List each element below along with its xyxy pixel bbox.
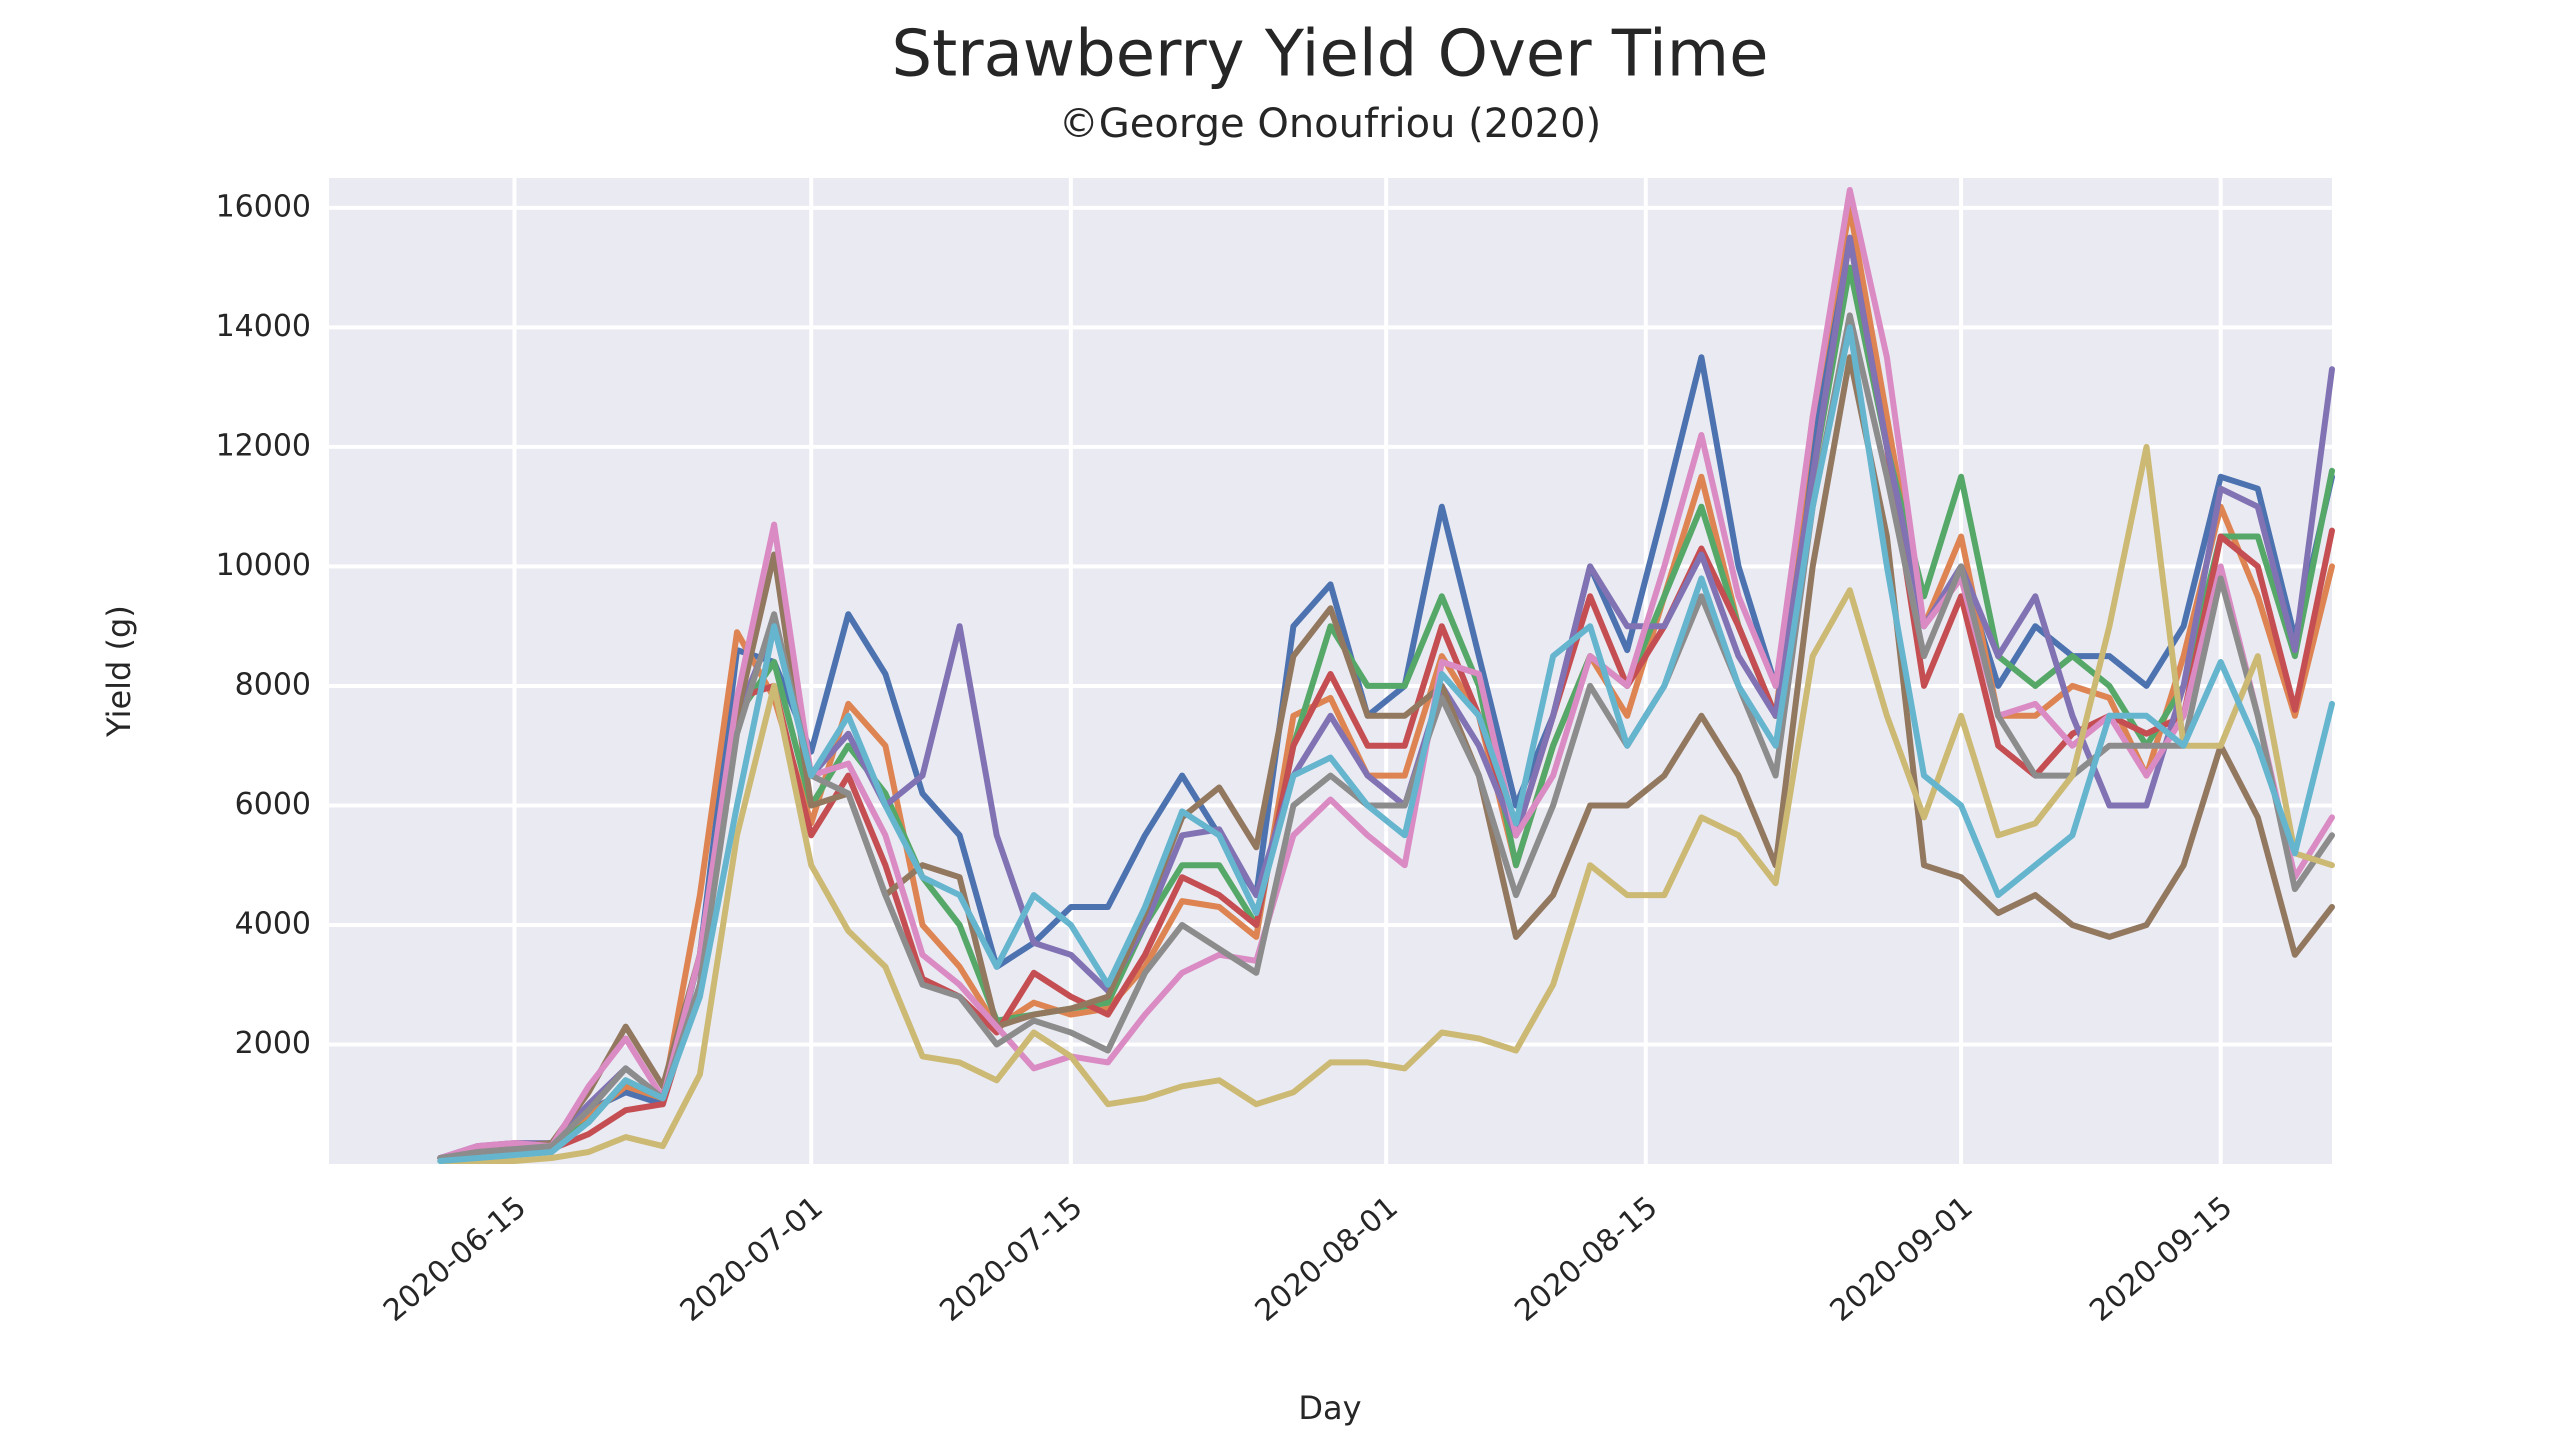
x-tick-label: 2020-09-01: [1824, 1190, 1980, 1329]
y-tick-label: 16000: [216, 189, 311, 224]
series-line: [437, 312, 2335, 1161]
x-tick-label: 2020-08-15: [1508, 1190, 1664, 1329]
chart-subtitle: ©George Onoufriou (2020): [1059, 101, 1601, 147]
y-tick-label: 14000: [216, 309, 311, 344]
x-tick-label: 2020-07-15: [933, 1190, 1089, 1329]
lines: [437, 187, 2335, 1164]
y-tick-label: 8000: [235, 667, 311, 702]
x-tick-label: 2020-08-01: [1249, 1190, 1405, 1329]
series-line: [437, 187, 2335, 1161]
y-tick-label: 12000: [216, 428, 311, 463]
x-tick-label: 2020-09-15: [2083, 1190, 2239, 1329]
y-tick-label: 4000: [235, 906, 311, 941]
x-tick-label: 2020-07-01: [674, 1190, 830, 1329]
chart-title: Strawberry Yield Over Time: [892, 18, 1769, 92]
y-axis-label: Yield (g): [100, 605, 138, 738]
series-line: [437, 324, 2335, 1164]
series-line: [437, 354, 2335, 1161]
x-tick-label: 2020-06-15: [377, 1190, 533, 1329]
series-line: [437, 443, 2335, 1164]
series-line: [437, 234, 2335, 1161]
series-line: [437, 234, 2335, 1161]
y-tick-label: 6000: [235, 787, 311, 822]
y-tick-label: 10000: [216, 548, 311, 583]
y-tick-label: 2000: [235, 1026, 311, 1061]
x-axis-label: Day: [1298, 1389, 1361, 1427]
